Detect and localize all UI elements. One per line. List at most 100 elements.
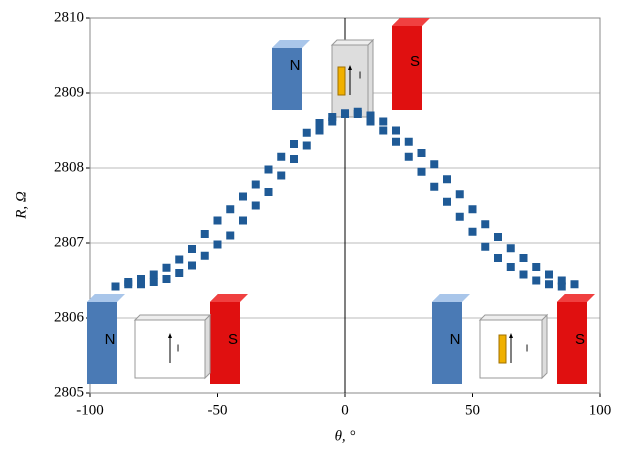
magnet-top (557, 294, 595, 302)
point (392, 127, 400, 135)
magnet-label: S (228, 331, 238, 348)
point (341, 109, 349, 117)
magnet-label: N (450, 331, 461, 348)
point (265, 188, 273, 196)
point (265, 166, 273, 174)
sample-side (205, 315, 210, 378)
point (112, 283, 120, 291)
point (226, 232, 234, 240)
magnet-top (272, 40, 310, 48)
point (392, 138, 400, 146)
point (532, 263, 540, 271)
point (316, 127, 324, 135)
point (214, 217, 222, 225)
point (239, 217, 247, 225)
point (214, 241, 222, 249)
magnet-label: N (290, 57, 301, 74)
magnet-top (392, 18, 430, 26)
point (418, 168, 426, 176)
chart: θ, ° R, Ω 280528062807280828092810-100-5… (0, 0, 622, 449)
point (163, 275, 171, 283)
point (494, 233, 502, 241)
point (290, 155, 298, 163)
point (520, 271, 528, 279)
point (150, 271, 158, 279)
point (520, 254, 528, 262)
magnet-top (432, 294, 470, 302)
y-tick-label: 2806 (54, 309, 85, 325)
magnet-top (87, 294, 125, 302)
point (252, 181, 260, 189)
point (303, 142, 311, 150)
magnet-label: S (575, 331, 585, 348)
point (303, 129, 311, 137)
point (379, 118, 387, 126)
point (532, 277, 540, 285)
point (354, 110, 362, 118)
point (558, 283, 566, 291)
sample-strip (338, 67, 345, 95)
point (137, 280, 145, 288)
point (367, 118, 375, 126)
x-tick-label: 0 (341, 402, 349, 418)
point (201, 230, 209, 238)
point (226, 205, 234, 213)
point (150, 278, 158, 286)
magnet-top (210, 294, 248, 302)
point (481, 243, 489, 251)
point (507, 244, 515, 252)
point (545, 271, 553, 279)
y-axis-label: R, Ω (13, 191, 29, 220)
point (405, 153, 413, 161)
point (469, 205, 477, 213)
point (456, 190, 464, 198)
point (277, 153, 285, 161)
magnet-label: N (105, 331, 116, 348)
y-tick-label: 2809 (54, 84, 84, 100)
point (316, 119, 324, 127)
point (405, 138, 413, 146)
point (188, 245, 196, 253)
point (430, 183, 438, 191)
sample-top (480, 315, 547, 320)
point (469, 228, 477, 236)
point (277, 172, 285, 180)
x-tick-label: 100 (589, 402, 612, 418)
point (430, 160, 438, 168)
point (418, 149, 426, 157)
point (507, 263, 515, 271)
magnet-label: S (410, 53, 420, 70)
point (456, 213, 464, 221)
x-tick-label: 50 (465, 402, 480, 418)
point (443, 198, 451, 206)
point (290, 140, 298, 148)
point (571, 280, 579, 288)
current-label: I (526, 344, 529, 355)
sample-top (332, 40, 373, 45)
sample-side (542, 315, 547, 378)
x-tick-label: -100 (76, 402, 104, 418)
point (239, 193, 247, 201)
point (252, 202, 260, 210)
current-label: I (359, 71, 362, 82)
y-tick-label: 2810 (54, 9, 84, 25)
point (163, 264, 171, 272)
y-tick-label: 2808 (54, 159, 84, 175)
point (328, 118, 336, 126)
point (545, 280, 553, 288)
sample-strip (499, 335, 506, 363)
y-tick-label: 2805 (54, 384, 84, 400)
point (175, 269, 183, 277)
sample-top (135, 315, 210, 320)
point (443, 175, 451, 183)
point (481, 220, 489, 228)
point (379, 127, 387, 135)
sample-side (368, 40, 373, 117)
y-tick-label: 2807 (54, 234, 85, 250)
current-label: I (177, 344, 180, 355)
point (494, 254, 502, 262)
x-axis-label: θ, ° (335, 428, 356, 444)
point (124, 280, 132, 288)
point (201, 252, 209, 260)
point (188, 262, 196, 270)
